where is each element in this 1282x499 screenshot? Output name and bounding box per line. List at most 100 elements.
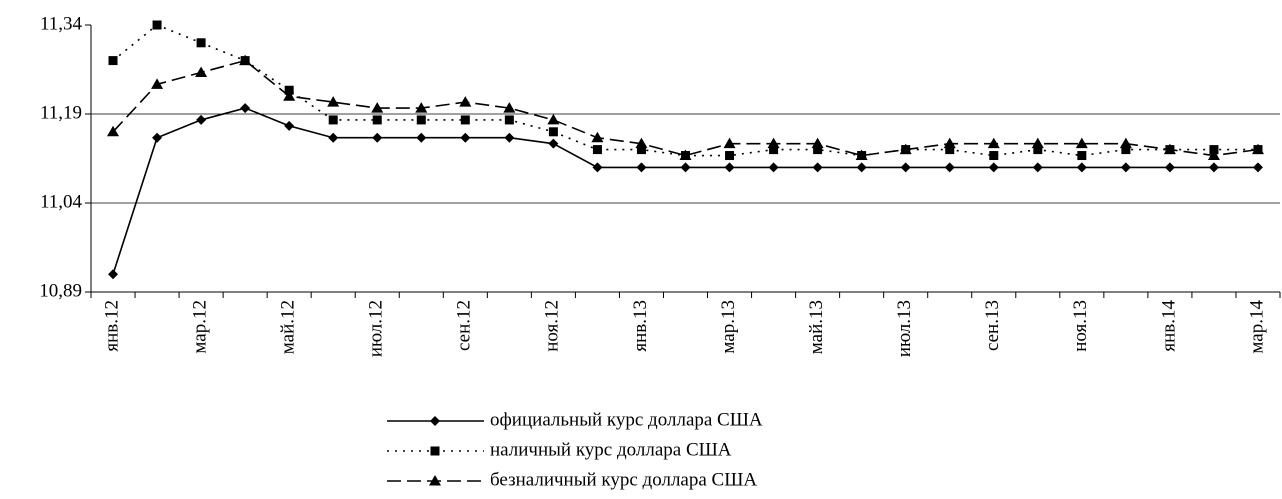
point — [988, 162, 999, 173]
point — [900, 162, 911, 173]
point — [1251, 143, 1264, 155]
x-tick-label: янв.13 — [630, 300, 651, 352]
point — [547, 113, 560, 125]
point — [987, 137, 1000, 149]
x-tick-label: сен.12 — [454, 300, 475, 351]
legend-marker — [430, 416, 440, 426]
point — [592, 162, 603, 173]
legend-label: официальный курс доллара США — [490, 409, 763, 430]
point — [327, 96, 340, 107]
y-tick-label: 11,04 — [40, 191, 83, 212]
point — [240, 103, 251, 114]
point — [416, 115, 426, 125]
point — [725, 151, 735, 161]
point — [1032, 162, 1043, 173]
point — [680, 162, 691, 173]
point — [152, 132, 163, 143]
point — [372, 115, 382, 125]
point — [855, 149, 868, 161]
y-tick-label: 11,34 — [40, 13, 83, 34]
legend-label: наличный курс доллара США — [490, 439, 732, 460]
point — [328, 132, 339, 143]
point — [504, 115, 514, 125]
point — [152, 20, 162, 30]
point — [813, 145, 823, 155]
point — [635, 137, 648, 149]
point — [768, 162, 779, 173]
point — [636, 162, 647, 173]
point — [371, 102, 384, 113]
point — [328, 115, 338, 125]
x-tick-label: ноя.12 — [542, 300, 563, 352]
point — [196, 114, 207, 125]
x-tick-label: июл.13 — [894, 300, 915, 357]
x-tick-label: май.13 — [806, 300, 827, 354]
point — [1164, 162, 1175, 173]
point — [592, 145, 602, 155]
point — [504, 132, 515, 143]
point — [943, 137, 956, 149]
point — [812, 162, 823, 173]
point — [989, 151, 999, 161]
point — [1031, 137, 1044, 149]
x-tick-label: янв.12 — [101, 300, 122, 352]
point — [945, 145, 955, 155]
point — [1208, 162, 1219, 173]
point — [767, 137, 780, 149]
point — [372, 132, 383, 143]
y-tick-label: 10,89 — [39, 280, 82, 301]
point — [151, 78, 164, 89]
point — [1163, 143, 1176, 155]
point — [769, 145, 779, 155]
point — [107, 125, 120, 137]
point — [1119, 137, 1132, 149]
point — [944, 162, 955, 173]
point — [239, 54, 252, 66]
point — [811, 137, 824, 149]
x-tick-label: янв.14 — [1158, 300, 1179, 352]
point — [108, 269, 119, 280]
point — [723, 137, 736, 149]
point — [1075, 137, 1088, 149]
point — [195, 66, 208, 77]
x-tick-label: май.12 — [278, 300, 299, 354]
point — [1252, 162, 1263, 173]
point — [415, 102, 428, 113]
point — [196, 38, 206, 48]
point — [591, 131, 604, 143]
series-line — [112, 59, 1259, 157]
point — [899, 143, 912, 155]
point — [108, 56, 118, 66]
legend-label: безналичный курс доллара США — [490, 469, 757, 490]
point — [636, 145, 646, 155]
point — [283, 90, 296, 101]
legend-marker — [430, 446, 440, 456]
point — [460, 115, 470, 125]
point — [1207, 149, 1220, 161]
point — [856, 162, 867, 173]
point — [1076, 162, 1087, 173]
x-tick-label: мар.12 — [189, 300, 210, 354]
point — [679, 149, 692, 161]
point — [1077, 151, 1087, 161]
point — [284, 120, 295, 131]
point — [548, 138, 559, 149]
x-tick-label: сен.13 — [982, 300, 1003, 351]
legend-marker — [429, 475, 441, 486]
point — [460, 132, 471, 143]
point — [416, 132, 427, 143]
series-line — [112, 107, 1258, 275]
x-tick-label: ноя.13 — [1070, 300, 1091, 352]
x-tick-label: мар.14 — [1246, 300, 1267, 354]
point — [548, 127, 558, 137]
x-tick-label: мар.13 — [718, 300, 739, 354]
point — [503, 102, 516, 113]
point — [724, 162, 735, 173]
y-tick-label: 11,19 — [40, 102, 82, 123]
point — [459, 96, 472, 107]
x-tick-label: июл.12 — [366, 300, 387, 357]
point — [1120, 162, 1131, 173]
point — [1033, 145, 1043, 155]
point — [1121, 145, 1131, 155]
